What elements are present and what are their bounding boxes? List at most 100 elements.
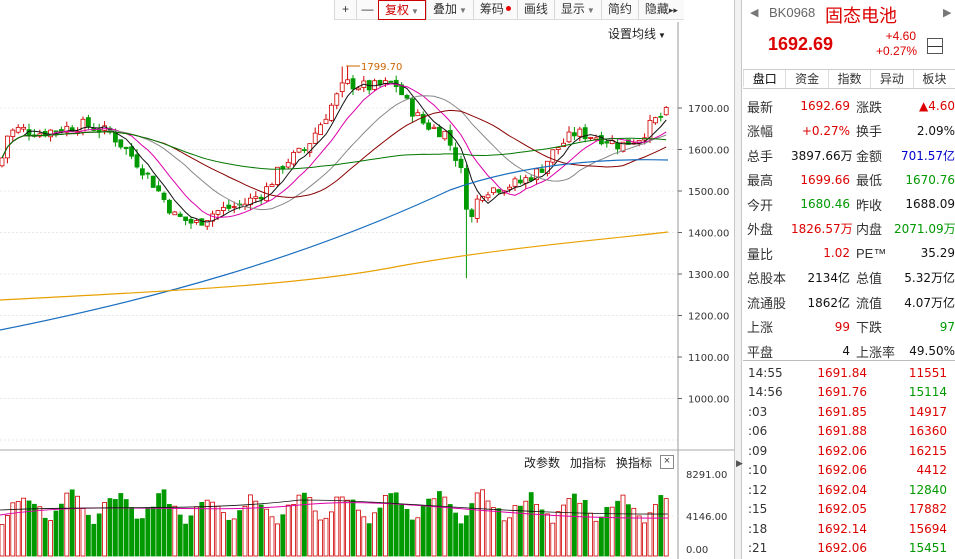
zoom-out-button-label: —	[361, 2, 374, 16]
volume-bar	[318, 519, 324, 557]
candle-body	[199, 218, 205, 226]
collapse-arrow-icon[interactable]: ▶	[736, 458, 743, 468]
display-dropdown-label: 显示	[560, 2, 585, 16]
volume-bar	[469, 503, 475, 557]
ma-setting-dropdown[interactable]: 设置均线 ▼	[608, 25, 666, 42]
volume-bar	[323, 517, 329, 557]
next-stock-icon[interactable]: ▶	[943, 7, 952, 19]
minimize-button[interactable]: —	[927, 37, 943, 54]
candle-body	[150, 175, 156, 188]
quote-label: 流值	[856, 295, 883, 311]
candle-body	[485, 194, 491, 199]
tab-0[interactable]: 盘口	[743, 70, 786, 88]
overlay-dropdown[interactable]: 叠加 ▼	[425, 0, 473, 20]
tick-price: 1691.88	[817, 424, 867, 439]
volume-bar	[139, 518, 145, 557]
tick-volume: 15114	[908, 385, 947, 400]
volume-bar	[453, 512, 459, 557]
volume-bar	[572, 493, 577, 557]
kline-chart[interactable]: 1700.00 1600.00 1500.00 1400.00 1300.00 1200.…	[0, 0, 734, 559]
candle-body	[156, 185, 162, 192]
tick-price: 1692.06	[817, 541, 867, 556]
volume-bar	[615, 500, 620, 557]
tick-time: 14:56	[748, 385, 783, 400]
candle-body	[334, 93, 340, 106]
adjust-dropdown[interactable]: 复权 ▼	[378, 0, 426, 20]
quote-label: 总值	[856, 271, 883, 287]
candle-body	[447, 130, 453, 146]
candle-body	[588, 137, 593, 139]
zoom-out-button[interactable]: —	[356, 0, 378, 20]
quote-value: 2071.09万	[894, 222, 955, 237]
tab-3[interactable]: 异动	[870, 70, 912, 88]
close-icon[interactable]: ×	[660, 455, 674, 469]
overlay-dropdown-label: 叠加	[432, 2, 457, 16]
edit-params-button[interactable]: 改参数	[524, 456, 561, 470]
tick-time: :03	[748, 404, 768, 419]
volume-bar	[345, 499, 351, 557]
volume-bar	[69, 489, 75, 557]
candle-body	[69, 127, 75, 132]
draw-line-button[interactable]: 画线	[516, 0, 554, 20]
caret-down-icon: ▼	[586, 6, 595, 15]
candle-body	[442, 130, 448, 140]
quote-label: 涨跌	[856, 99, 883, 115]
volume-bar	[631, 507, 637, 557]
volume-bar	[393, 492, 399, 557]
quote-label: 最低	[856, 173, 883, 189]
ma-line	[0, 159, 669, 331]
candle-body	[307, 143, 313, 153]
volume-bar	[102, 502, 107, 557]
candle-body	[399, 84, 405, 96]
volume-bar	[545, 513, 550, 557]
hide-button[interactable]: 隐藏▸▸	[637, 0, 684, 20]
quote-value: 97	[939, 319, 955, 334]
prev-stock-icon[interactable]: ◀	[750, 7, 759, 19]
tab-2[interactable]: 指数	[827, 70, 870, 88]
volume-bar	[188, 515, 194, 557]
volume-bar	[220, 512, 226, 557]
quote-label: 最高	[747, 173, 774, 189]
volume-bar	[269, 516, 275, 557]
y-tick-label: 1400.00	[688, 229, 729, 240]
volume-bar	[231, 518, 237, 557]
volume-bar	[247, 494, 253, 557]
candle-body	[312, 132, 318, 144]
quote-value: 2.09%	[916, 123, 955, 138]
chips-button[interactable]: 筹码	[472, 0, 517, 20]
panel-splitter[interactable]: ▶	[734, 0, 743, 559]
volume-bar	[485, 500, 491, 557]
ma-line	[1, 131, 667, 170]
panel-header: ◀ BK0968 固态电池 ▶ 1692.69 +4.60 +0.27% —	[743, 0, 955, 66]
candle-body	[350, 78, 356, 90]
candle-body	[188, 218, 194, 224]
candle-body	[463, 168, 469, 210]
volume-bar	[226, 519, 232, 557]
switch-indicator-button[interactable]: 换指标	[616, 456, 653, 470]
tick-row: :03 1691.85 14917	[743, 402, 955, 422]
volume-bar	[636, 515, 642, 557]
volume-bar	[512, 505, 518, 557]
candle-body	[415, 112, 421, 117]
candle-body	[291, 152, 297, 165]
candle-body	[582, 127, 588, 140]
caret-down-icon: ▼	[411, 7, 419, 16]
quote-row: 上涨 99 下跌 97	[743, 315, 955, 340]
volume-bar	[534, 504, 539, 557]
tick-time: :18	[748, 521, 768, 536]
y-tick-label: 1700.00	[688, 104, 729, 115]
simple-button[interactable]: 简约	[600, 0, 638, 20]
tab-1[interactable]: 资金	[785, 70, 827, 88]
tick-volume: 16360	[908, 424, 947, 439]
add-indicator-button[interactable]: 加指标	[570, 456, 607, 470]
notification-dot-icon	[505, 6, 511, 11]
volume-bar	[399, 503, 405, 557]
volume-bar	[258, 504, 264, 557]
display-dropdown[interactable]: 显示 ▼	[553, 0, 601, 20]
caret-down-icon: ▼	[658, 31, 666, 40]
volume-bar	[312, 510, 318, 557]
volume-bar	[53, 510, 59, 557]
tick-price: 1692.06	[817, 463, 867, 478]
tab-4[interactable]: 板块	[912, 70, 955, 88]
zoom-in-button[interactable]: +	[334, 0, 356, 20]
